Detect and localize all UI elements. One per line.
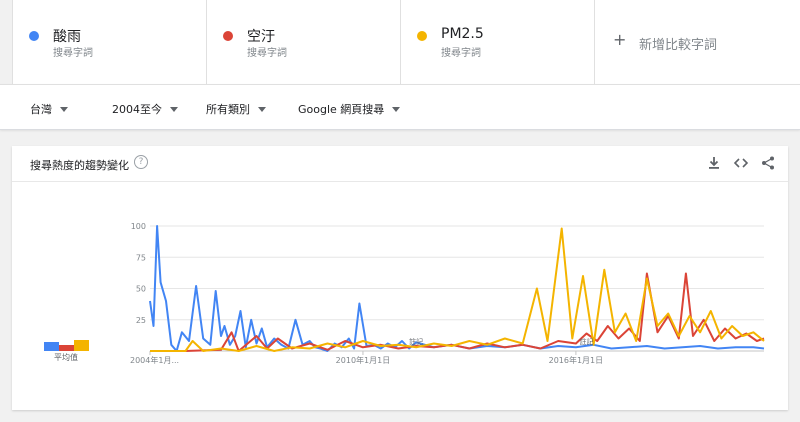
term-name: PM2.5 <box>441 26 484 42</box>
average-bar-red <box>59 344 74 351</box>
time-dropdown[interactable]: 2004至今 <box>112 101 178 117</box>
term-color-dot-red <box>223 31 233 41</box>
y-tick-label: 50 <box>136 285 146 294</box>
series-line-2 <box>150 272 765 352</box>
help-icon[interactable]: ? <box>134 155 148 169</box>
download-icon[interactable] <box>706 155 722 171</box>
search-type-dropdown[interactable]: Google 網頁搜尋 <box>298 101 401 117</box>
average-label: 平均值 <box>54 353 78 362</box>
plus-icon: + <box>613 30 627 49</box>
x-tick-label: 2016年1月1日 <box>549 355 604 365</box>
x-tick-label: 2004年1月... <box>130 355 179 365</box>
trend-line-chart: 100 75 50 25 2004年1月... 2010年1月1日 2016年1月1日 註記 註… <box>130 222 765 365</box>
term-type: 搜尋字詞 <box>441 48 481 59</box>
term-type: 搜尋字詞 <box>53 48 93 59</box>
caret-down-icon <box>170 106 178 112</box>
y-tick-label: 100 <box>131 222 146 231</box>
y-tick-label: 25 <box>136 316 146 325</box>
series-line-3 <box>150 227 765 352</box>
share-icon[interactable] <box>760 155 776 171</box>
y-tick-label: 75 <box>136 253 146 262</box>
series-line-1 <box>149 225 765 352</box>
term-card-2[interactable]: 空汙 搜尋字詞 <box>206 0 400 84</box>
caret-down-icon <box>392 106 401 112</box>
chart-annotation: 註記 <box>409 337 423 346</box>
caret-down-icon <box>60 106 68 112</box>
interest-over-time-card: 搜尋熱度的趨勢變化 ? 平均值 100 75 50 25 2004年1月... 2010年… <box>12 146 788 410</box>
add-compare-label: 新增比較字詞 <box>639 38 718 53</box>
term-color-dot-yellow <box>417 31 427 41</box>
caret-down-icon <box>258 106 266 112</box>
x-tick-label: 2010年1月1日 <box>336 355 391 365</box>
term-card-1[interactable]: 酸雨 搜尋字詞 <box>12 0 206 84</box>
term-card-3[interactable]: PM2.5 搜尋字詞 <box>400 0 594 84</box>
chart-annotation: 註記 <box>580 337 594 346</box>
region-value: 台灣 <box>30 103 52 116</box>
term-type: 搜尋字詞 <box>247 48 287 59</box>
term-color-dot-blue <box>29 31 39 41</box>
search-type-value: Google 網頁搜尋 <box>298 103 385 116</box>
average-bar-yellow <box>74 339 89 351</box>
time-value: 2004至今 <box>112 103 162 116</box>
add-compare-button[interactable]: + 新增比較字詞 <box>594 0 800 84</box>
search-terms-bar: 酸雨 搜尋字詞 空汙 搜尋字詞 PM2.5 搜尋字詞 + 新增比較字詞 <box>12 0 800 84</box>
card-header: 搜尋熱度的趨勢變化 ? <box>12 146 788 182</box>
embed-code-icon[interactable] <box>733 155 749 171</box>
filter-bar: 台灣 2004至今 所有類別 Google 網頁搜尋 <box>0 84 800 130</box>
card-title: 搜尋熱度的趨勢變化 <box>30 159 129 172</box>
average-bar-blue <box>44 342 59 351</box>
term-name: 酸雨 <box>53 29 81 45</box>
category-dropdown[interactable]: 所有類別 <box>206 101 266 117</box>
term-name: 空汙 <box>247 29 275 45</box>
region-dropdown[interactable]: 台灣 <box>30 101 68 117</box>
category-value: 所有類別 <box>206 103 250 116</box>
